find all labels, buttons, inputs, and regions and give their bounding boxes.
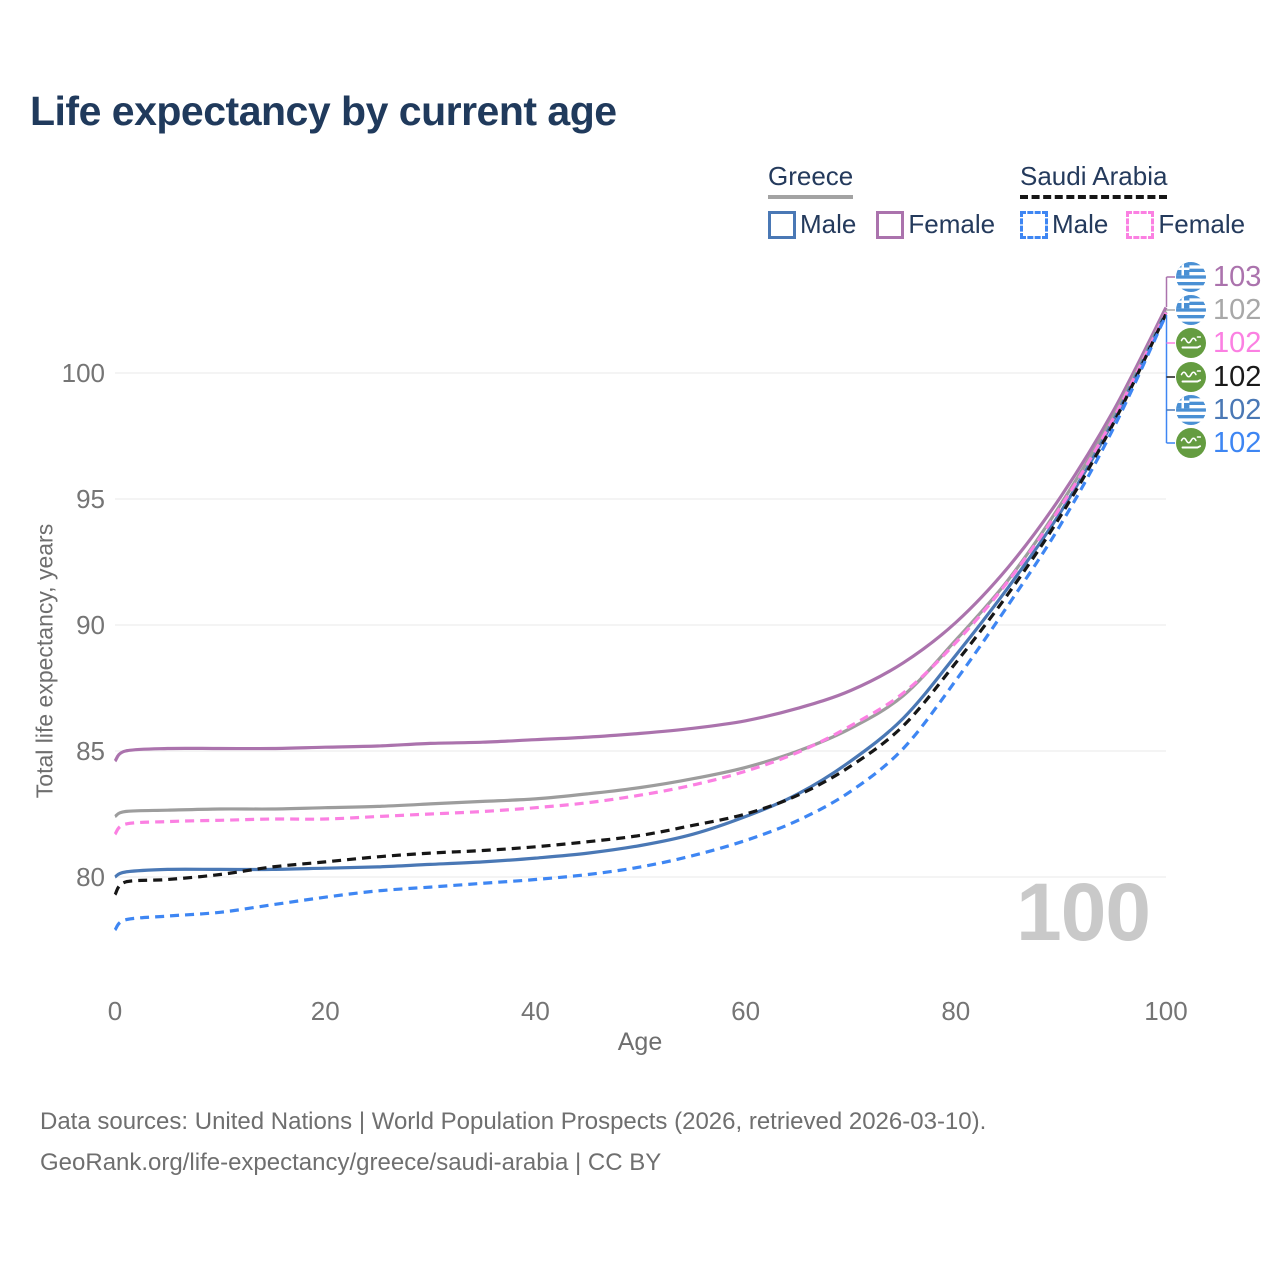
greece-flag-icon [1176, 295, 1206, 325]
legend-greece-country-label[interactable]: Greece [768, 161, 854, 199]
end-label-row: 102 [1176, 362, 1261, 392]
end-value-label: 102 [1213, 294, 1262, 326]
saudi-arabia-flag-icon [1176, 328, 1206, 358]
series-line-saudi-arabia-male[interactable] [113, 314, 1168, 932]
series-line-greece[interactable] [114, 310, 1168, 818]
x-tick-label: 0 [108, 996, 122, 1026]
page-title: Life expectancy by current age [30, 88, 617, 134]
legend-saudi-male-label[interactable]: Male [1052, 209, 1109, 239]
legend-saudi-male-swatch[interactable] [1020, 210, 1048, 239]
legend-greece-male-label[interactable]: Male [800, 209, 857, 239]
end-value-label: 102 [1213, 394, 1262, 426]
age-watermark: 100 [1016, 867, 1151, 958]
y-tick-label: 90 [76, 610, 105, 640]
footer-data-sources: Data sources: United Nations | World Pop… [40, 1108, 987, 1135]
end-value-label: 102 [1213, 327, 1262, 359]
y-tick-label: 95 [76, 484, 105, 514]
end-label-row: 103 [1176, 262, 1261, 292]
greece-flag-icon [1176, 395, 1206, 425]
x-tick-label: 60 [731, 996, 760, 1026]
end-value-label: 103 [1213, 261, 1262, 293]
x-axis-title: Age [617, 1028, 663, 1056]
y-tick-label: 85 [76, 736, 105, 766]
legend-saudi-country-label[interactable]: Saudi Arabia [1020, 161, 1168, 199]
y-tick-label: 80 [76, 862, 105, 892]
x-tick-label: 100 [1144, 996, 1187, 1026]
footer-attribution: GeoRank.org/life-expectancy/greece/saudi… [40, 1149, 662, 1176]
x-tick-label: 40 [521, 996, 550, 1026]
legend-saudi-arabia: Saudi Arabia Male Female [1020, 161, 1245, 240]
end-value-label: 102 [1213, 361, 1262, 393]
legend-greece-male-swatch[interactable] [768, 210, 796, 239]
end-label-row: 102 [1176, 295, 1261, 325]
saudi-arabia-flag-icon [1176, 362, 1206, 392]
legend-greece-female-label[interactable]: Female [908, 209, 996, 239]
end-label-row: 102 [1176, 328, 1261, 358]
legend-saudi-female-swatch[interactable] [1126, 210, 1155, 239]
saudi-arabia-flag-icon [1176, 428, 1206, 458]
greece-flag-icon [1176, 262, 1206, 292]
line-chart-canvas: 80 85 90 95 100 0 20 40 60 80 100 [62, 276, 1188, 1026]
series-line-greece-female[interactable] [113, 306, 1168, 763]
series-line-saudi-arabia-female[interactable] [113, 311, 1168, 836]
series-line-saudi-arabia[interactable] [113, 313, 1168, 896]
x-tick-label: 80 [941, 996, 970, 1026]
y-axis-title: Total life expectancy, years [31, 523, 58, 799]
legend-saudi-female-label[interactable]: Female [1158, 209, 1246, 239]
end-value-label: 102 [1213, 427, 1262, 459]
legend-greece-female-swatch[interactable] [876, 210, 905, 239]
end-label-row: 102 [1176, 395, 1261, 425]
end-label-row: 102 [1176, 428, 1261, 458]
legend-greece: Greece Male Female [768, 161, 995, 240]
x-tick-label: 20 [311, 996, 340, 1026]
y-tick-label: 100 [62, 358, 105, 388]
